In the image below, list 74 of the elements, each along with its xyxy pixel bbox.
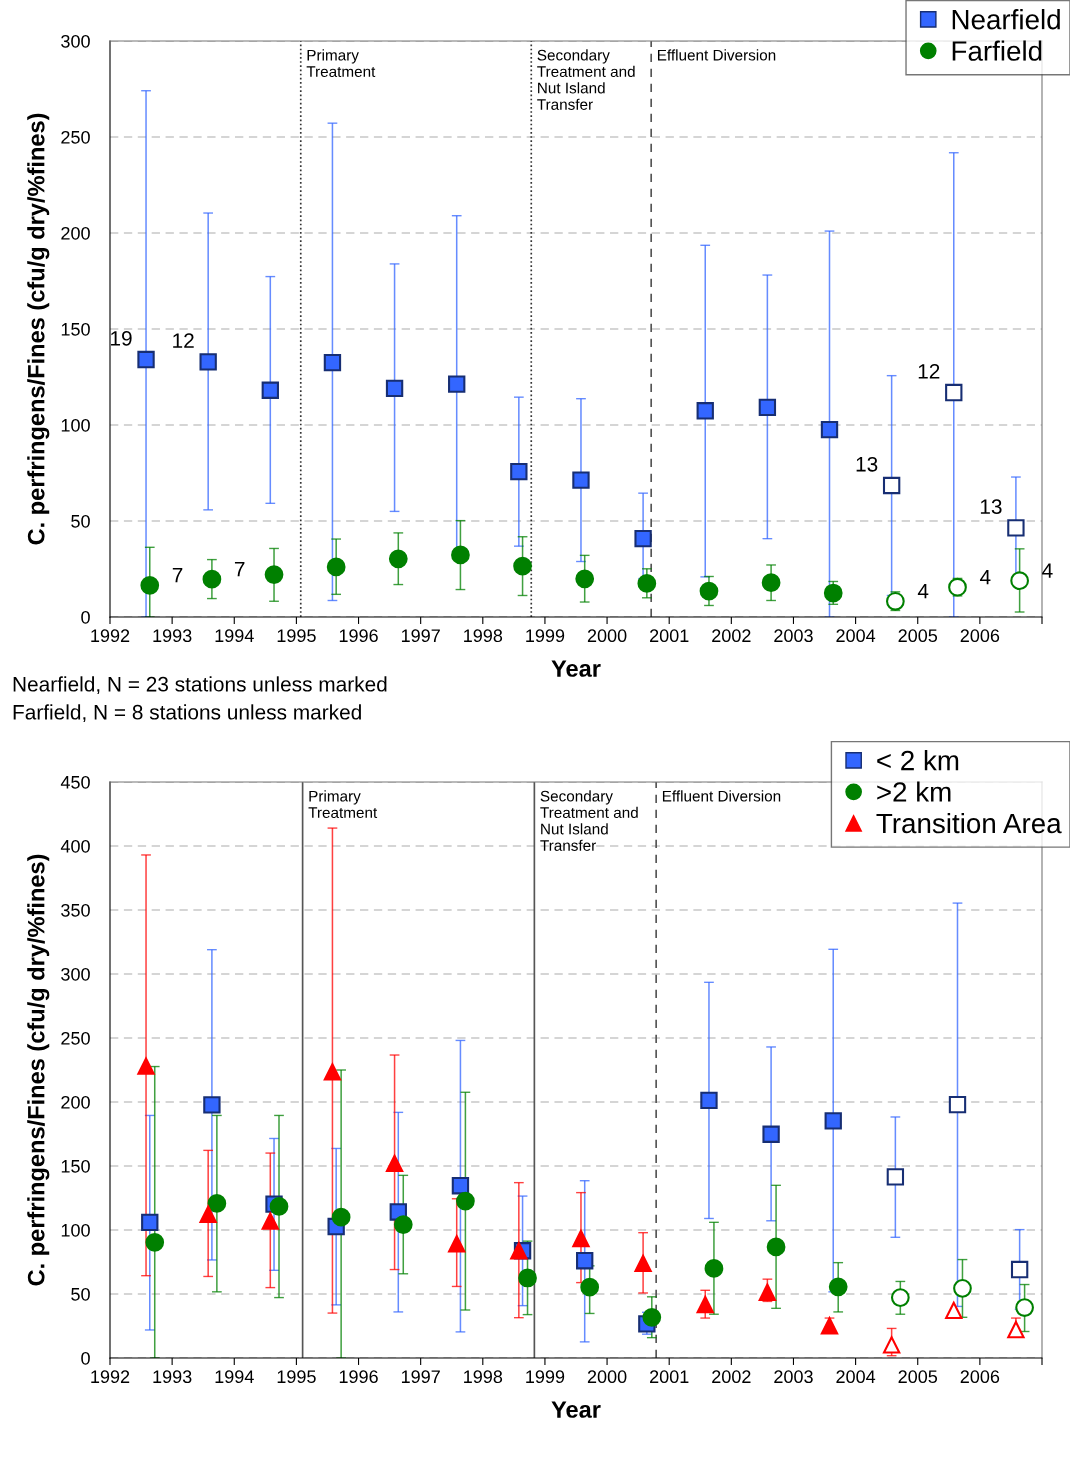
annotation: 4 [917,583,929,599]
text: Nearfield, N = 23 stations unless marked [13,676,387,695]
x-tick-label: 2005 [898,1370,938,1384]
y-axis-title: C. perfringens/Fines (cfu/g dry/%fines) [27,854,50,1286]
ref-line-label: Secondary Treatment and Nut Island Transfer [537,49,635,110]
x-tick-label: 2004 [836,1370,876,1384]
legend-label: < 2 km [877,750,959,771]
y-tick-label: 150 [61,1159,90,1173]
y-tick-label: 0 [81,610,90,624]
y-tick-label: 200 [61,226,90,240]
annotation: 12 [173,333,194,348]
ref-line-label: Effluent Diversion [662,790,781,802]
x-tick-label: 2002 [712,629,751,643]
annotation: 13 [980,499,1002,515]
y-tick-label: 150 [61,322,90,336]
x-tick-label: 1995 [277,629,316,643]
ref-line-label: Primary Treatment [308,790,378,819]
x-tick-label: 2000 [587,1370,627,1384]
x-tick-label: 1995 [277,1370,316,1384]
annotation: 19 [111,330,132,346]
text: Farfield, N = 8 stations unless marked [13,704,361,723]
x-tick-label: 2002 [712,1370,751,1384]
annotation: 13 [856,456,878,472]
x-tick-label: 2003 [774,629,813,643]
x-tick-label: 1998 [464,629,503,643]
y-tick-label: 300 [61,967,90,981]
y-tick-label: 50 [71,1287,90,1301]
annotation: 12 [918,363,940,379]
x-tick-label: 2005 [898,629,938,643]
annotation: 4 [979,569,991,585]
y-tick-label: 300 [61,34,90,48]
legend-label: Transition Area [876,812,1062,834]
ref-line-label: Primary Treatment [306,49,376,78]
y-tick-label: 250 [61,1031,90,1045]
y-tick-label: 350 [61,903,90,917]
y-tick-label: 0 [81,1351,90,1365]
y-axis-title: C. perfringens/Fines (cfu/g dry/%fines) [27,113,50,545]
y-tick-label: 250 [61,130,90,144]
legend-label: Farfield [952,40,1042,61]
x-tick-label: 2006 [960,629,1000,643]
x-tick-label: 1996 [339,1370,378,1384]
x-tick-label: 1997 [401,1370,440,1384]
y-tick-label: 450 [60,775,90,789]
x-tick-label: 1992 [91,1370,130,1384]
ref-line-label: Secondary Treatment and Nut Island Transfer [540,790,638,851]
x-tick-label: 1994 [215,629,254,643]
y-tick-label: 50 [71,514,90,528]
x-tick-label: 1994 [215,1370,254,1384]
x-tick-label: 2001 [650,629,689,643]
y-tick-label: 100 [61,1223,90,1237]
y-tick-label: 400 [60,839,90,853]
x-tick-label: 1993 [153,629,192,643]
x-tick-label: 1993 [153,1370,192,1384]
ref-line-label: Effluent Diversion [657,49,776,61]
x-tick-label: 1992 [91,629,130,643]
x-axis-title: Year [551,660,601,677]
legend-label: Nearfield [952,9,1060,30]
x-tick-label: 2000 [587,629,627,643]
annotation: 4 [1042,563,1053,578]
y-tick-label: 200 [61,1095,90,1109]
legend-label: >2 km [877,781,951,802]
x-tick-label: 2003 [774,1370,813,1384]
annotation: 7 [172,568,183,583]
x-tick-label: 2006 [960,1370,1000,1384]
x-tick-label: 1999 [526,1370,565,1384]
x-tick-label: 1999 [526,629,565,643]
x-tick-label: 2004 [836,629,876,643]
x-tick-label: 2001 [650,1370,689,1384]
x-axis-title: Year [551,1401,601,1418]
x-tick-label: 1998 [464,1370,503,1384]
y-tick-label: 100 [61,418,90,432]
x-tick-label: 1996 [339,629,378,643]
x-tick-label: 1997 [401,629,440,643]
annotation: 7 [234,561,245,577]
